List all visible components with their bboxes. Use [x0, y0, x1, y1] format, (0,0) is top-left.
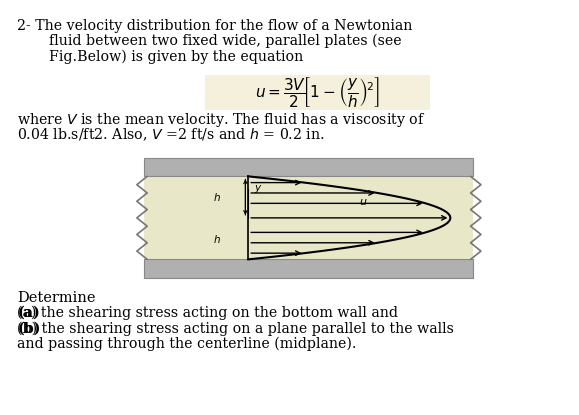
Text: (a): (a)	[17, 306, 40, 320]
Bar	[144, 158, 474, 176]
Text: fluid between two fixed wide, parallel plates (see: fluid between two fixed wide, parallel p…	[49, 34, 402, 49]
Bar	[144, 176, 474, 259]
Text: and passing through the centerline (midplane).: and passing through the centerline (midp…	[17, 337, 357, 351]
Text: 2- The velocity distribution for the flow of a Newtonian: 2- The velocity distribution for the flo…	[17, 19, 413, 33]
Text: $y$: $y$	[254, 183, 262, 195]
Text: $h$: $h$	[212, 233, 221, 244]
Text: 0.04 lb.s/ft2. Also, $V$ =2 ft/s and $h$ = 0.2 in.: 0.04 lb.s/ft2. Also, $V$ =2 ft/s and $h$…	[17, 126, 325, 143]
Text: Fig.Below) is given by the equation: Fig.Below) is given by the equation	[49, 49, 303, 64]
Text: $h$: $h$	[212, 191, 221, 203]
Text: $u = \dfrac{3V}{2}\!\left[1 - \left(\dfrac{y}{h}\right)^{\!2}\right]$: $u = \dfrac{3V}{2}\!\left[1 - \left(\dfr…	[255, 76, 380, 109]
Text: (b) the shearing stress acting on a plane parallel to the walls: (b) the shearing stress acting on a plan…	[17, 321, 454, 336]
Text: $u$: $u$	[360, 198, 368, 208]
FancyBboxPatch shape	[205, 75, 430, 110]
Text: Determine: Determine	[17, 290, 96, 305]
Bar	[144, 259, 474, 278]
Text: (a) the shearing stress acting on the bottom wall and: (a) the shearing stress acting on the bo…	[17, 306, 398, 320]
Text: where $V$ is the mean velocity. The fluid has a viscosity of: where $V$ is the mean velocity. The flui…	[17, 111, 426, 129]
Text: (b): (b)	[17, 321, 41, 335]
